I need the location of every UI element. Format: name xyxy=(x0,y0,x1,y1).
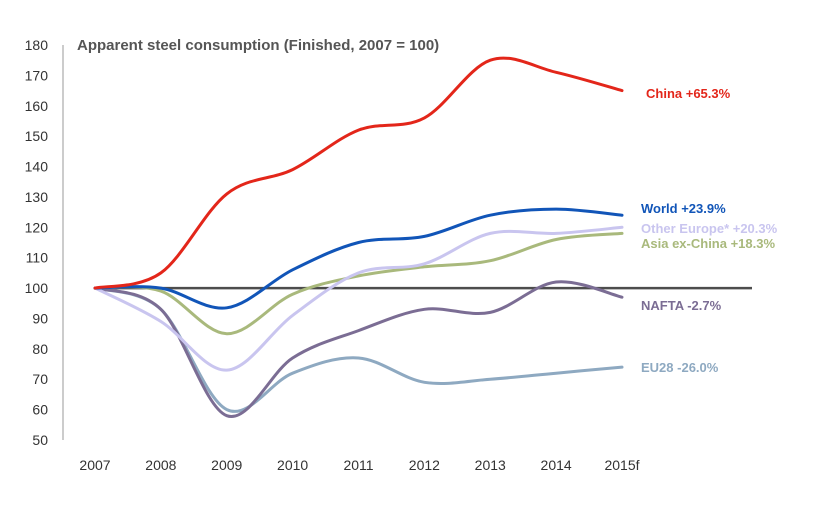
series-line-china xyxy=(93,56,624,290)
x-tick-label: 2008 xyxy=(145,457,176,473)
series-labels: China +65.3% World +23.9% Other Europe* +2… xyxy=(641,86,778,375)
y-tick-label: 80 xyxy=(32,341,48,357)
y-tick-label: 160 xyxy=(25,98,49,114)
x-tick-label: 2014 xyxy=(541,457,572,473)
series-label-world: World +23.9% xyxy=(641,201,726,216)
series-label-asia-ex-china: Asia ex-China +18.3% xyxy=(641,236,775,251)
x-tick-label: 2011 xyxy=(343,457,373,473)
series-label-other-europe: Other Europe* +20.3% xyxy=(641,221,778,236)
y-tick-label: 150 xyxy=(25,128,49,144)
series-lines xyxy=(93,56,752,418)
y-tick-label: 110 xyxy=(26,250,49,266)
x-tick-label: 2015f xyxy=(604,457,639,473)
x-tick-label: 2007 xyxy=(79,457,110,473)
y-tick-label: 120 xyxy=(25,219,49,235)
x-tick-label: 2012 xyxy=(409,457,440,473)
y-tick-label: 130 xyxy=(25,189,49,205)
y-tick-label: 90 xyxy=(32,310,48,326)
series-line-asia-ex-china xyxy=(93,231,624,336)
y-axis: 50 60 70 80 90 100 110 120 130 140 150 160 170 180 xyxy=(25,37,64,448)
x-tick-label: 2009 xyxy=(211,457,242,473)
x-tick-label: 2010 xyxy=(277,457,308,473)
series-label-china: China +65.3% xyxy=(646,86,731,101)
series-line-other-europe xyxy=(93,225,624,372)
series-label-nafta: NAFTA -2.7% xyxy=(641,298,722,313)
x-tick-label: 2013 xyxy=(475,457,506,473)
series-line-eu28 xyxy=(93,286,624,413)
y-tick-label: 140 xyxy=(25,159,49,175)
x-axis: 2007 2008 2009 2010 2011 2012 2013 2014 2015f xyxy=(79,457,639,473)
chart-title: Apparent steel consumption (Finished, 20… xyxy=(77,37,439,54)
series-line-nafta xyxy=(93,280,624,418)
y-tick-label: 60 xyxy=(32,402,48,418)
y-tick-label: 70 xyxy=(32,371,48,387)
series-label-eu28: EU28 -26.0% xyxy=(641,360,719,375)
series-line-world xyxy=(93,207,624,310)
y-tick-label: 50 xyxy=(32,432,48,448)
y-tick-label: 170 xyxy=(25,67,49,83)
y-tick-label: 100 xyxy=(25,280,49,296)
y-tick-label: 180 xyxy=(25,37,49,53)
